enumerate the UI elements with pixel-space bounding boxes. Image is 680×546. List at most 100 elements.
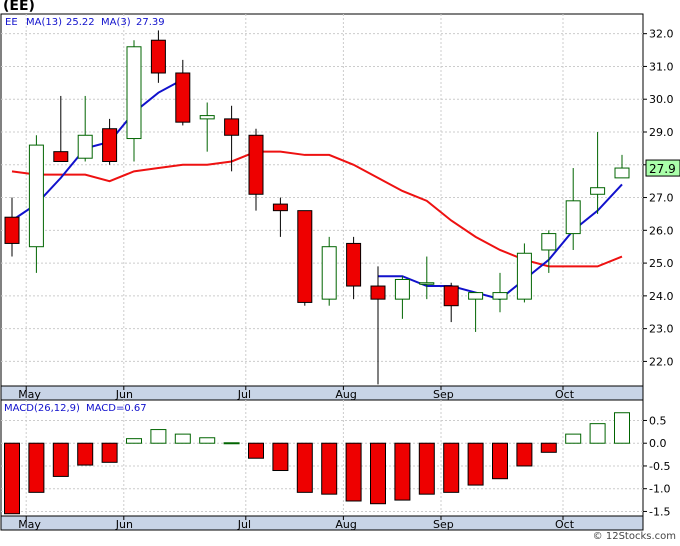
price-y-tick-label: 22.0 bbox=[649, 355, 674, 368]
price-y-tick-label: 23.0 bbox=[649, 323, 674, 336]
legend-ma3-label: MA(3) bbox=[101, 17, 131, 28]
candle bbox=[4, 197, 20, 257]
macd-legend-label: MACD(26,12,9) bbox=[4, 403, 80, 414]
macd-bar-negative bbox=[272, 442, 289, 472]
candle-body-down bbox=[248, 134, 264, 195]
macd-y-tick-label: -1.0 bbox=[649, 483, 670, 496]
macd-bar-negative bbox=[4, 442, 20, 515]
candle bbox=[321, 236, 337, 306]
candle-body-up bbox=[614, 167, 630, 179]
chart-title: (EE) bbox=[3, 0, 35, 14]
candle bbox=[468, 292, 484, 332]
macd-bar-negative bbox=[418, 442, 435, 495]
candle bbox=[370, 266, 386, 385]
candle-body-down bbox=[150, 39, 166, 74]
chart-title-text: (EE) bbox=[3, 0, 35, 14]
footer-credit: © 12Stocks.com bbox=[592, 531, 676, 542]
macd-bar-negative bbox=[516, 442, 533, 467]
candle-body-up bbox=[126, 46, 142, 140]
macd-bar-negative bbox=[248, 442, 264, 459]
candle-body-up bbox=[492, 292, 508, 300]
last-price-box bbox=[645, 159, 680, 177]
price-y-tick-label: 27.0 bbox=[649, 192, 674, 205]
macd-y-tick-label: -1.5 bbox=[649, 505, 670, 518]
macd-month-label: Sep bbox=[433, 518, 454, 531]
legend-symbol: EE bbox=[5, 17, 18, 28]
candle-body-down bbox=[4, 216, 20, 244]
candle-body-down bbox=[370, 285, 386, 300]
price-y-tick-label: 26.0 bbox=[649, 224, 674, 237]
macd-bar-negative bbox=[77, 442, 94, 466]
candle bbox=[419, 256, 435, 300]
candle bbox=[175, 59, 191, 126]
candle bbox=[590, 131, 606, 214]
candle-body-down bbox=[443, 285, 459, 307]
macd-bar-negative bbox=[443, 442, 460, 493]
price-y-tick-label: 30.0 bbox=[649, 93, 674, 106]
macd-month-label: Oct bbox=[555, 518, 575, 531]
candle-body-down bbox=[297, 210, 313, 303]
macd-month-label: Aug bbox=[335, 518, 356, 531]
price-y-tick-label: 25.0 bbox=[649, 257, 674, 270]
price-month-label: Oct bbox=[555, 388, 575, 401]
candle bbox=[224, 105, 240, 172]
candle-body-down bbox=[224, 118, 240, 136]
macd-bar-positive bbox=[589, 423, 606, 444]
candle-body-down bbox=[102, 128, 118, 162]
price-y-tick-label: 24.0 bbox=[649, 290, 674, 303]
candle bbox=[248, 128, 264, 211]
macd-bar-negative bbox=[370, 442, 386, 505]
candle bbox=[126, 40, 142, 162]
macd-bar-positive bbox=[174, 433, 191, 444]
candle bbox=[346, 236, 362, 300]
candle-body-up bbox=[77, 134, 93, 159]
candle bbox=[53, 95, 69, 162]
macd-month-label: Jun bbox=[115, 518, 133, 531]
macd-bar-negative bbox=[467, 442, 484, 486]
candle-body-up bbox=[541, 233, 557, 251]
candle-body-down bbox=[272, 203, 288, 212]
macd-bar-positive bbox=[199, 437, 216, 444]
macd-month-label: May bbox=[18, 518, 41, 531]
macd-bar-negative bbox=[394, 442, 411, 501]
macd-x-axis-bar bbox=[0, 515, 644, 531]
macd-bar-positive bbox=[565, 433, 582, 444]
price-y-tick-label: 32.0 bbox=[649, 28, 674, 41]
last-price-label: 27.9 bbox=[649, 162, 676, 176]
candle-body-down bbox=[346, 242, 362, 287]
candle-body-down bbox=[53, 151, 69, 162]
macd-bar-positive bbox=[223, 442, 240, 445]
legend-ma3-value: 27.39 bbox=[136, 17, 165, 28]
candle-body-down bbox=[175, 72, 191, 123]
macd-bar-negative bbox=[28, 442, 45, 493]
candle-body-up bbox=[468, 292, 484, 300]
macd-y-tick-label: -0.5 bbox=[649, 460, 670, 473]
macd-bar-negative bbox=[345, 442, 362, 502]
legend-ma13-label: MA(13) bbox=[26, 17, 62, 28]
macd-month-label: Jul bbox=[237, 518, 251, 531]
candle-body-up bbox=[516, 252, 532, 300]
candle bbox=[199, 102, 215, 152]
macd-bar-negative bbox=[52, 442, 69, 477]
candle bbox=[150, 30, 166, 83]
price-x-axis-bar bbox=[0, 385, 644, 401]
candle bbox=[516, 243, 532, 303]
macd-bar-negative bbox=[101, 442, 118, 463]
candle-body-up bbox=[321, 246, 337, 300]
candle-body-up bbox=[419, 282, 435, 285]
price-month-label: Jun bbox=[115, 388, 133, 401]
price-month-label: May bbox=[18, 388, 41, 401]
candle bbox=[443, 282, 459, 323]
candle bbox=[77, 95, 93, 162]
macd-legend-value: MACD=0.67 bbox=[86, 403, 147, 414]
price-month-label: Sep bbox=[433, 388, 454, 401]
macd-bar-positive bbox=[614, 412, 630, 444]
candle-body-up bbox=[394, 278, 410, 300]
candle bbox=[492, 272, 508, 313]
macd-bar-negative bbox=[321, 442, 338, 495]
price-y-tick-label: 31.0 bbox=[649, 60, 674, 73]
macd-bar-negative bbox=[540, 442, 557, 453]
macd-y-tick-label: 0.5 bbox=[649, 414, 667, 427]
candle-body-up bbox=[199, 115, 215, 120]
